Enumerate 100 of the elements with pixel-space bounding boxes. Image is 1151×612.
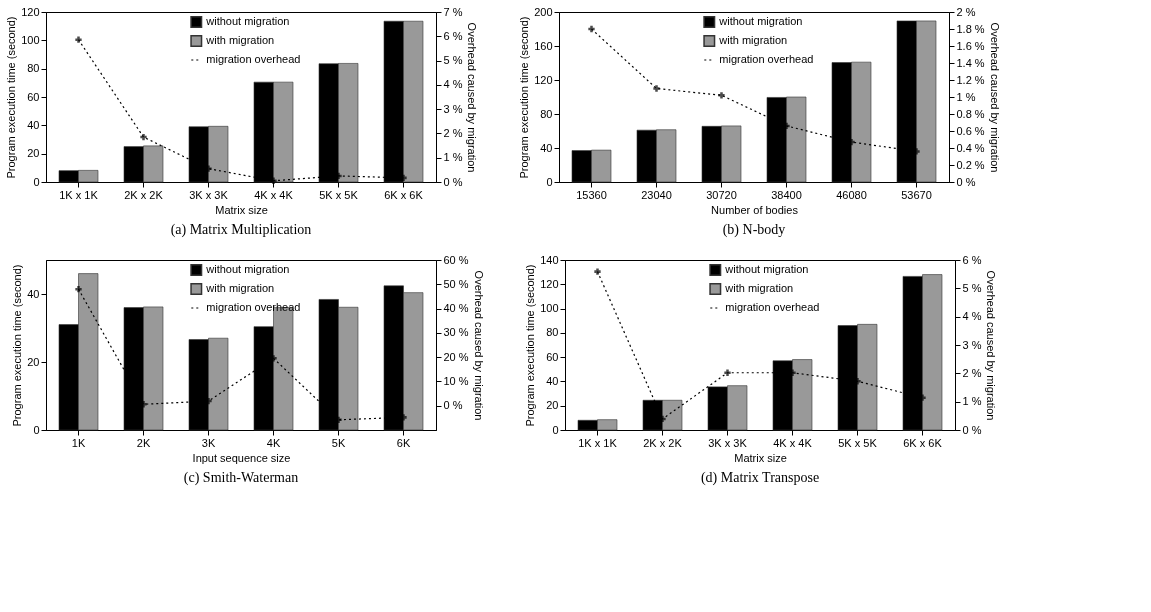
y-tick-label: 0 (33, 423, 40, 436)
y2-axis-title: Overhead caused by migration (472, 270, 485, 421)
x-tick-label: 6K x 6K (903, 436, 943, 449)
y-tick-label: 120 (534, 73, 553, 86)
y2-tick-label: 0.4 % (956, 141, 985, 154)
point (718, 92, 725, 99)
y2-tick-label: 1.2 % (956, 73, 985, 86)
point (724, 369, 731, 376)
y2-tick-label: 10 % (443, 374, 469, 387)
x-tick-label: 3K x 3K (708, 436, 748, 449)
y2-tick-label: 60 % (443, 253, 469, 266)
y2-tick-label: 6 % (443, 29, 463, 42)
y2-tick-label: 2 % (956, 5, 976, 18)
text: (d) Matrix Transpose (700, 470, 820, 486)
x-tick-label: 4K x 4K (773, 436, 813, 449)
y-tick-label: 80 (27, 62, 40, 75)
y2-tick-label: 1 % (443, 151, 463, 164)
y2-tick-label: 3 % (962, 338, 982, 351)
y-axis-title: Program execution time (second) (11, 264, 24, 427)
y2-tick-label: 20 % (443, 350, 469, 363)
point (588, 25, 595, 33)
y-tick-label: 60 (546, 350, 559, 363)
x-axis-title: Matrix size (215, 203, 268, 216)
y2-tick-label: 5 % (443, 54, 463, 67)
y2-tick-label: 3 % (443, 102, 463, 115)
x-tick-label: 2K x 2K (643, 436, 683, 449)
x-tick-label: 23040 (641, 188, 672, 201)
legend-label: without migration (205, 263, 290, 275)
x-tick-label: 4K x 4K (254, 188, 294, 201)
x-tick-label: 5K x 5K (838, 436, 878, 449)
x-tick-label: 1K x 1K (578, 436, 618, 449)
y-tick-label: 100 (540, 302, 559, 315)
y-tick-label: 80 (546, 326, 559, 339)
y-axis-title: Program execution time (second) (518, 16, 531, 179)
y-tick-label: 20 (27, 147, 40, 160)
y2-tick-label: 1.4 % (956, 56, 985, 69)
y-tick-label: 40 (27, 118, 40, 131)
y2-axis-title: Overhead caused by migration (466, 22, 479, 173)
y2-tick-label: 0 % (962, 423, 982, 436)
y-tick-label: 40 (546, 374, 559, 387)
y2-tick-label: 0 % (443, 399, 463, 412)
y-tick-label: 160 (534, 39, 553, 52)
x-tick-label: 46080 (836, 188, 867, 201)
y-tick-label: 40 (540, 141, 553, 154)
x-axis-title: Matrix size (734, 451, 787, 464)
x-tick-label: 1K (71, 436, 86, 449)
y-tick-label: 120 (21, 5, 40, 18)
y2-tick-label: 40 % (443, 302, 469, 315)
x-axis-title: Number of bodies (711, 203, 799, 216)
legend-label: migration overhead (206, 301, 301, 313)
y-tick-label: 0 (33, 175, 40, 188)
y-tick-label: 20 (27, 355, 40, 368)
point (270, 177, 277, 184)
y2-axis-title: Overhead caused by migration (985, 270, 998, 421)
y2-tick-label: 2 % (962, 366, 982, 379)
x-axis-title: Input sequence size (192, 451, 291, 464)
y2-tick-label: 4 % (962, 310, 982, 323)
y2-tick-label: 50 % (443, 277, 469, 290)
y-axis-title: Program execution time (second) (5, 16, 18, 179)
x-tick-label: 53670 (901, 188, 932, 201)
point (140, 133, 147, 141)
x-tick-label: 3K (201, 436, 216, 449)
y2-tick-label: 0 % (956, 175, 976, 188)
y-tick-label: 40 (27, 287, 40, 300)
x-tick-label: 30720 (706, 188, 737, 201)
y-axis-title: Program execution time (second) (524, 264, 537, 427)
x-tick-label: 3K x 3K (189, 188, 229, 201)
x-tick-label: 38400 (771, 188, 802, 201)
y-tick-label: 0 (552, 423, 559, 436)
x-tick-label: 4K (266, 436, 281, 449)
y2-tick-label: 7 % (443, 5, 463, 18)
y-tick-label: 140 (540, 253, 559, 266)
y2-tick-label: 1 % (956, 90, 976, 103)
legend-label: migration overhead (719, 53, 814, 65)
x-tick-label: 1K x 1K (59, 188, 99, 201)
legend-label: migration overhead (725, 301, 820, 313)
y-tick-label: 80 (540, 107, 553, 120)
y2-tick-label: 2 % (443, 126, 463, 139)
y2-tick-label: 30 % (443, 326, 469, 339)
y2-tick-label: 0.2 % (956, 158, 985, 171)
y-tick-label: 200 (534, 5, 553, 18)
point (653, 85, 660, 92)
point (75, 285, 82, 293)
x-tick-label: 2K x 2K (124, 188, 164, 201)
legend-label: with migration (724, 282, 794, 294)
legend-label: without migration (205, 15, 290, 27)
y-tick-label: 60 (27, 90, 40, 103)
legend-label: with migration (718, 34, 788, 46)
x-tick-label: 5K x 5K (319, 188, 359, 201)
x-tick-label: 2K (136, 436, 151, 449)
y2-axis-title: Overhead caused by migration (988, 22, 1001, 173)
y2-tick-label: 5 % (962, 281, 982, 294)
text: (b) N-body (722, 222, 786, 238)
text: (a) Matrix Multiplication (170, 222, 312, 238)
y2-tick-label: 0.8 % (956, 107, 985, 120)
y-tick-label: 0 (546, 175, 553, 188)
legend-label: migration overhead (206, 53, 301, 65)
y2-tick-label: 1.6 % (956, 39, 985, 52)
y-tick-label: 100 (21, 33, 40, 46)
legend-label: with migration (205, 34, 275, 46)
